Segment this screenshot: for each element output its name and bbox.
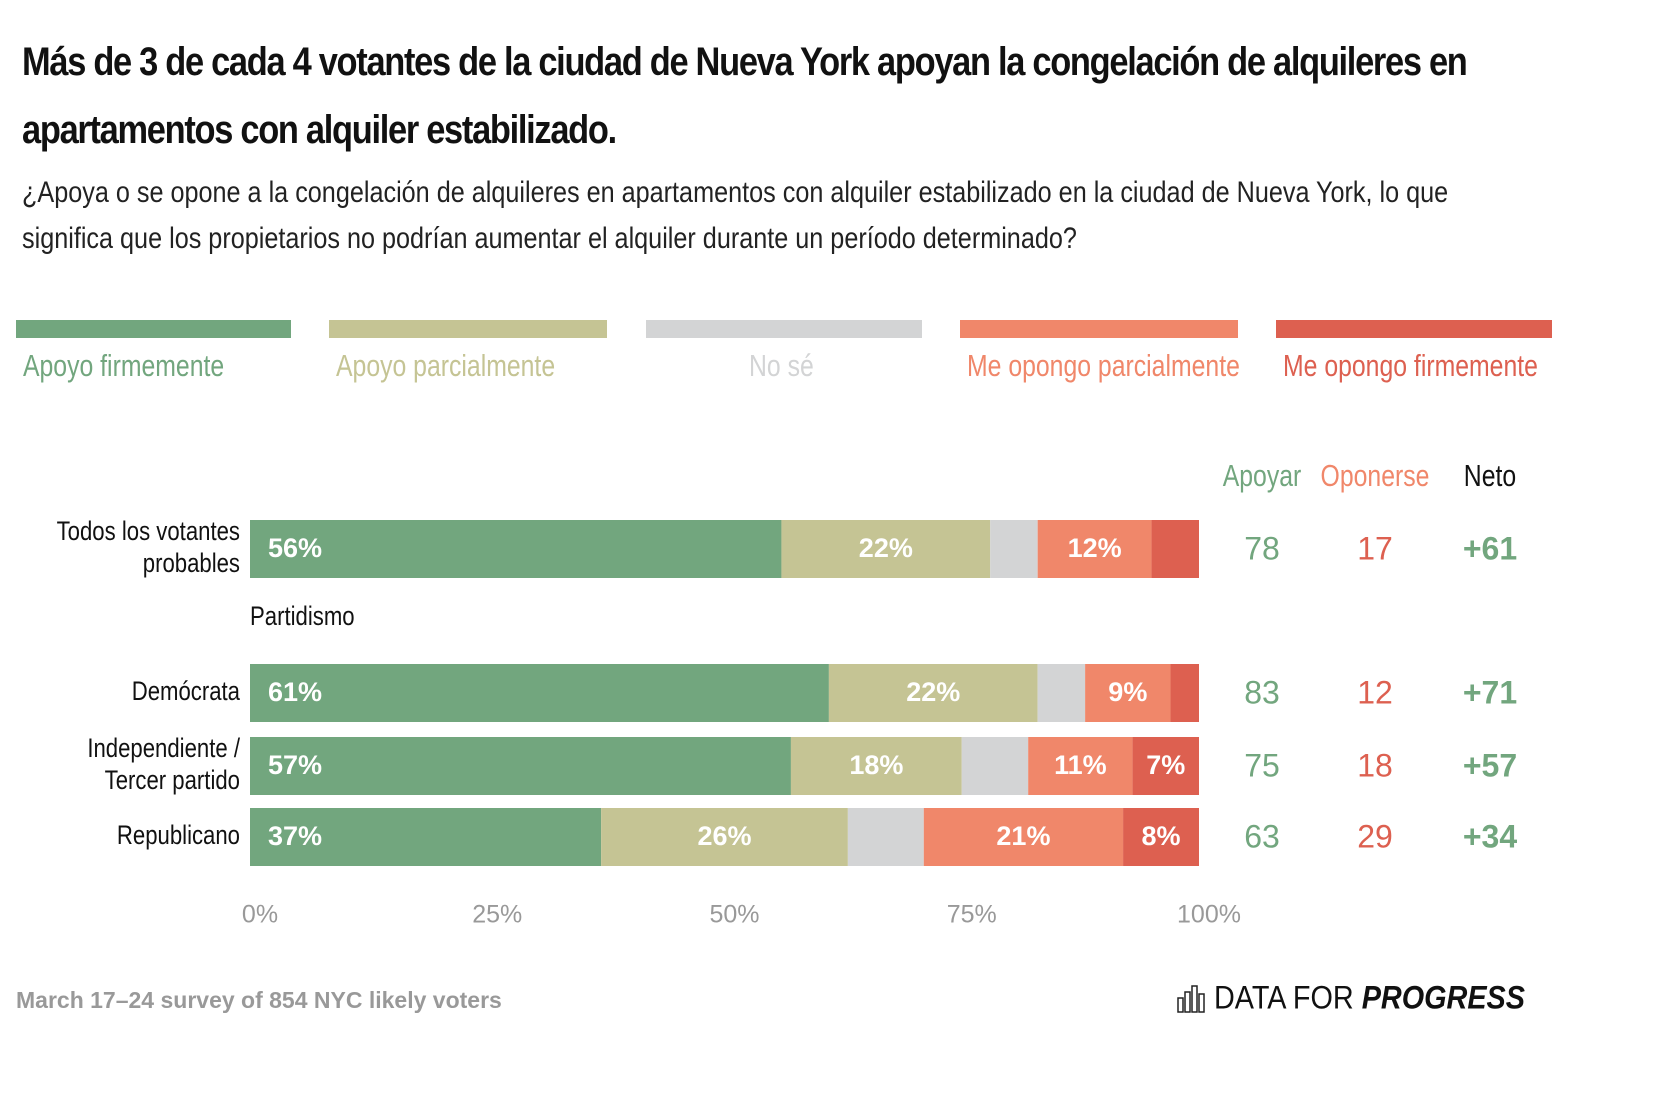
bar-segment [1037,664,1086,722]
category-label: Independiente / Tercer partido [87,733,240,795]
column-value: 29 [1357,818,1393,854]
bar-value-label: 22% [859,533,913,563]
bar-segment [847,808,924,866]
bar-segment [250,664,829,722]
brand-part: DATA FOR [1214,980,1354,1016]
bar-segment [250,808,602,866]
group-label: Partidismo [250,601,355,631]
logo-bar [1191,985,1198,1013]
brand-text: DATA FOR PROGRESS [1214,980,1525,1016]
x-tick-label: 50% [709,901,759,929]
chart-title: Más de 3 de cada 4 votantes de la ciudad… [22,40,1468,152]
bar-value-label: 61% [268,677,322,707]
column-value: 63 [1244,818,1280,854]
bar-value-label: 56% [268,533,322,563]
bar-segment [781,520,991,578]
column-header: Neto [1464,459,1516,493]
bar-segment [1037,520,1152,578]
bar-value-label: 22% [906,677,960,707]
column-value: +34 [1463,818,1517,854]
legend-label: No sé [749,349,814,383]
legend-swatch [646,320,922,338]
bar-segment [961,737,1029,795]
logo-bar [1198,993,1205,1013]
bar-value-label: 11% [1054,750,1107,780]
legend-swatch [329,320,607,338]
bar-segment [790,737,962,795]
x-tick-label: 0% [242,901,278,929]
bar-segment [601,808,848,866]
source-note: March 17–24 survey of 854 NYC likely vot… [16,987,502,1013]
logo-bar [1177,997,1184,1013]
category-label: Demócrata [131,676,240,706]
legend-swatch [1276,320,1552,338]
bar-value-label: 8% [1142,821,1181,851]
column-header: Oponerse [1321,459,1430,493]
bar-segment [1123,808,1199,866]
brand-logo [1177,985,1205,1013]
logo-bar [1184,991,1191,1013]
column-value: 83 [1244,674,1280,710]
legend-swatch [16,320,291,338]
bar-value-label: 18% [849,750,903,780]
legend-swatch [960,320,1238,338]
bar-segment [1028,737,1133,795]
bar-value-label: 21% [996,821,1050,851]
bar-segment [1085,664,1171,722]
bar-value-label: 9% [1108,677,1147,707]
category-label: Republicano [116,820,240,850]
bar-segment [1132,737,1199,795]
column-value: +71 [1463,674,1517,710]
bar-segment [1151,520,1199,578]
category-label: Todos los votantes probables [56,516,240,578]
x-tick-label: 75% [947,901,997,929]
bar-value-label: 7% [1146,750,1185,780]
bar-value-label: 26% [697,821,751,851]
column-value: 78 [1244,530,1280,566]
column-value: 12 [1357,674,1393,710]
bar-segment [250,737,791,795]
x-tick-label: 100% [1177,901,1241,929]
bar-segment [828,664,1038,722]
bar-segment [923,808,1124,866]
bar-value-label: 57% [268,750,322,780]
bar-segment [250,520,782,578]
column-value: 75 [1244,747,1280,783]
column-value: +57 [1463,747,1517,783]
x-tick-label: 25% [472,901,522,929]
legend-label: Apoyo parcialmente [336,349,555,383]
column-value: +61 [1463,530,1517,566]
column-value: 18 [1357,747,1393,783]
legend-label: Apoyo firmemente [23,349,224,383]
chart-subtitle: ¿Apoya o se opone a la congelación de al… [22,176,1449,255]
legend-label: Me opongo parcialmente [967,349,1240,383]
legend-label: Me opongo firmemente [1283,349,1538,383]
column-header: Apoyar [1223,459,1302,493]
bar-segment [990,520,1038,578]
column-value: 17 [1357,530,1393,566]
bar-value-label: 37% [268,821,322,851]
brand-part: PROGRESS [1362,980,1525,1016]
bar-value-label: 12% [1068,533,1122,563]
bar-segment [1170,664,1199,722]
